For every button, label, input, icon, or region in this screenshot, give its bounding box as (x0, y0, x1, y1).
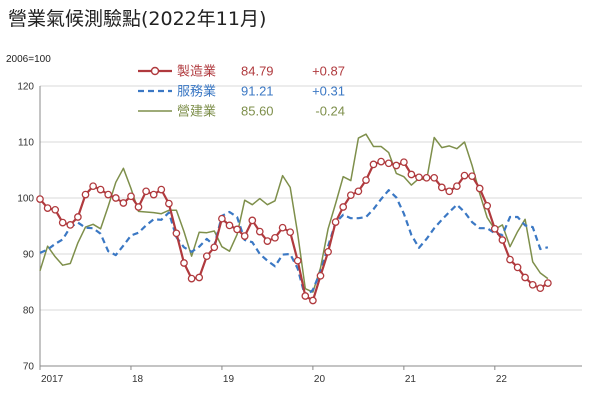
unit-label: 2006=100 (6, 54, 51, 65)
legend-series-value: 85.60 (241, 104, 274, 119)
data-point (346, 191, 355, 200)
legend-series-change: -0.24 (315, 104, 345, 119)
data-point (286, 228, 295, 237)
y-tick-label: 120 (17, 82, 34, 93)
data-point (513, 263, 522, 272)
data-point (240, 232, 249, 240)
y-tick-label: 70 (23, 362, 35, 373)
x-tick-label: 22 (496, 374, 508, 385)
data-point (218, 214, 226, 223)
data-point (506, 255, 514, 264)
data-point (392, 161, 401, 170)
data-point (377, 157, 385, 166)
legend-series-value: 84.79 (241, 64, 274, 79)
data-point (165, 199, 173, 208)
legend-series-change: +0.31 (312, 84, 345, 99)
data-point (400, 158, 408, 167)
data-point (180, 259, 188, 267)
data-point (104, 190, 113, 199)
data-point (225, 221, 234, 230)
data-point (278, 223, 287, 232)
series-line-construction (39, 133, 549, 293)
data-point (445, 187, 454, 196)
x-tick-label: 19 (223, 374, 235, 385)
data-point (157, 185, 166, 194)
data-point (339, 203, 348, 211)
data-point (195, 273, 204, 282)
data-point (528, 280, 537, 289)
legend-series-value: 91.21 (241, 84, 274, 99)
y-tick-label: 100 (17, 194, 34, 205)
data-point (248, 216, 257, 225)
data-point (36, 195, 44, 203)
data-point (202, 252, 211, 261)
data-point (74, 213, 82, 221)
data-point (255, 227, 264, 236)
data-point (490, 224, 499, 233)
data-point (263, 237, 272, 245)
y-tick-label: 80 (23, 306, 35, 317)
data-point (89, 182, 97, 191)
data-point (362, 176, 370, 184)
x-tick-label: 21 (405, 374, 417, 385)
data-point (460, 171, 469, 180)
data-point (233, 225, 241, 234)
data-point (142, 187, 150, 196)
legend-series-name: 營建業 (177, 104, 216, 120)
legend-series-name: 服務業 (177, 84, 216, 100)
data-point (119, 199, 128, 207)
y-tick-label: 110 (18, 138, 34, 149)
data-point (544, 279, 552, 287)
x-tick-label: 2017 (41, 374, 64, 385)
data-point (271, 233, 279, 242)
data-point (309, 296, 317, 305)
data-point (415, 173, 423, 182)
data-point (468, 172, 476, 181)
data-point (354, 187, 363, 196)
legend-series-name: 製造業 (177, 64, 216, 80)
data-point (111, 194, 120, 202)
data-point (483, 201, 492, 210)
data-point (384, 159, 393, 168)
data-point (316, 271, 325, 280)
data-point (134, 203, 143, 211)
data-point (301, 292, 310, 300)
data-point (422, 173, 431, 182)
data-point (127, 192, 135, 201)
x-tick-label: 20 (314, 374, 326, 385)
data-point (58, 218, 67, 227)
series-lines (36, 133, 552, 305)
data-point (536, 284, 545, 293)
data-point (331, 218, 340, 226)
data-point (369, 160, 378, 169)
data-point (51, 205, 60, 214)
data-point (498, 236, 507, 244)
data-point (172, 229, 181, 238)
data-point (293, 256, 302, 265)
data-point (96, 185, 105, 194)
data-point (81, 190, 90, 199)
axes: 70 80 90 100 110 120 2017 18 19 20 21 22 (17, 82, 582, 385)
data-point (521, 273, 529, 282)
chart-title: 營業氣候測驗點(2022年11月) (8, 8, 267, 30)
data-point (475, 184, 484, 193)
legend: 製造業 84.79 +0.87 服務業 91.21 +0.31 營建業 85.60 -0.24 (138, 64, 345, 120)
legend-marker (150, 66, 160, 76)
data-point (149, 190, 158, 199)
y-tick-label: 90 (23, 250, 35, 261)
x-tick-label: 18 (132, 374, 144, 385)
data-point (43, 204, 52, 212)
data-point (210, 243, 219, 252)
data-point (453, 182, 461, 191)
data-point (324, 247, 332, 256)
data-point (407, 170, 416, 179)
data-point (187, 274, 196, 283)
legend-series-change: +0.87 (312, 64, 345, 79)
data-point (430, 173, 439, 182)
data-point (437, 183, 446, 192)
data-point (66, 221, 75, 229)
